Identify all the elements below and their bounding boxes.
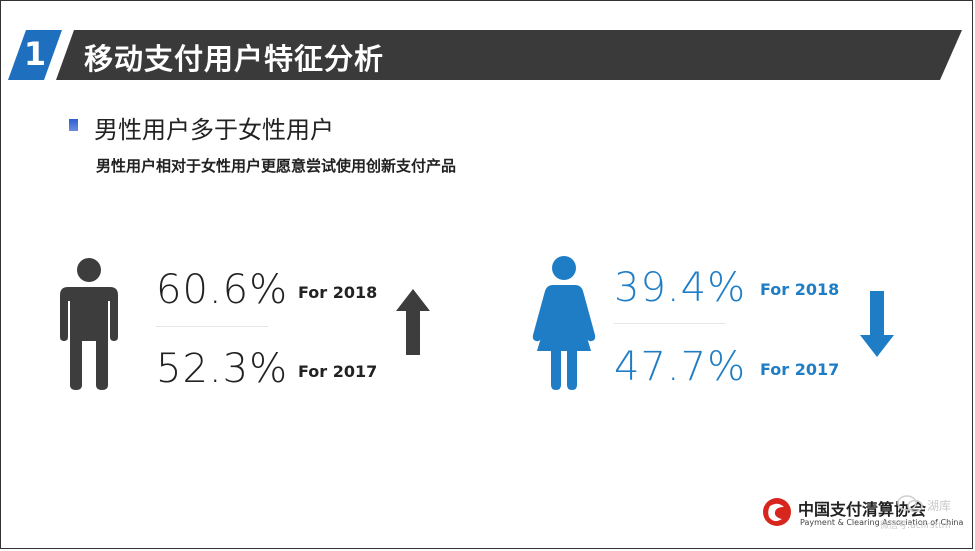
- section-number: 1: [23, 35, 47, 73]
- association-logo-icon: [763, 498, 791, 526]
- male-person-icon: [60, 258, 118, 390]
- female-2017-percentage: 47.7%: [614, 344, 747, 390]
- section-subheading: 男性用户相对于女性用户更愿意尝试使用创新支付产品: [96, 157, 457, 175]
- female-divider: [614, 323, 726, 324]
- female-2018-percentage: 39.4%: [614, 265, 747, 311]
- wechat-watermark-icon: [897, 495, 923, 513]
- slide-title: 移动支付用户特征分析: [84, 42, 385, 76]
- female-2017-label: For 2017: [760, 360, 840, 379]
- arrow-up-icon: [396, 289, 430, 355]
- female-2018-label: For 2018: [760, 280, 840, 299]
- female-person-icon: [532, 256, 596, 390]
- bullet-icon: [69, 119, 78, 131]
- association-name-en: Payment & Clearing Association of China: [800, 518, 964, 527]
- watermark-text: 湖库: [927, 499, 952, 513]
- section-heading: 男性用户多于女性用户: [94, 116, 334, 144]
- male-2018-percentage: 60.6%: [156, 267, 289, 313]
- association-name: 中国支付清算协会: [798, 500, 927, 519]
- male-2018-label: For 2018: [298, 283, 378, 302]
- male-2017-label: For 2017: [298, 362, 378, 381]
- male-2017-percentage: 52.3%: [156, 346, 289, 392]
- watermark-sub-text: 微信号:ucfirsttm: [880, 521, 951, 531]
- male-divider: [156, 326, 268, 327]
- title-banner: [56, 30, 962, 80]
- arrow-down-icon: [860, 291, 894, 357]
